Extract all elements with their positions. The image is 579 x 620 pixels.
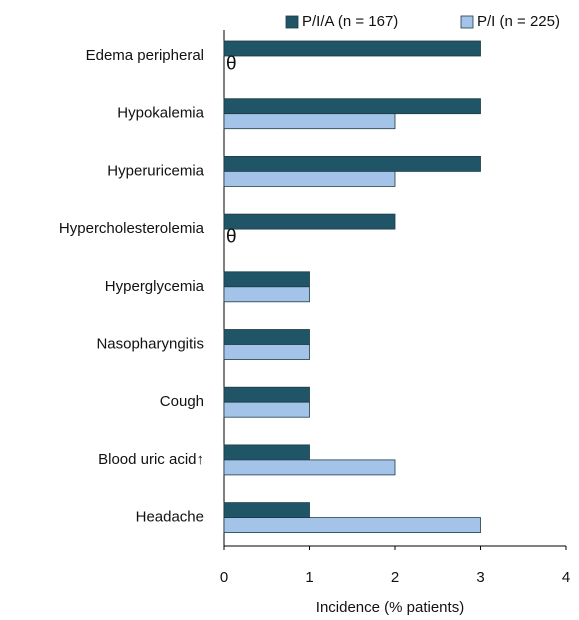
legend-swatch [460,15,474,29]
y-tick-label: Hypokalemia [117,105,204,122]
legend-label: P/I (n = 225) [477,13,560,30]
bar [223,459,396,476]
y-tick-label: Nasopharyngitis [96,335,204,352]
bar [223,286,310,303]
x-tick-label: 2 [391,569,399,586]
bar [223,517,481,533]
bar [223,213,396,230]
bar [223,40,481,57]
value-label: θ [226,54,237,75]
bar [223,401,310,418]
bar [223,344,310,360]
bar [223,113,396,130]
y-tick-label: Edema peripheral [86,47,204,64]
bar [223,155,481,172]
x-tick-label: 4 [562,569,570,586]
bar [223,98,481,115]
y-tick-label: Hyperglycemia [105,278,205,295]
y-tick-label: Hyperuricemia [107,162,204,179]
x-tick-label: 0 [220,569,228,586]
x-axis-label: Incidence (% patients) [316,599,464,616]
y-tick-label: Headache [136,509,204,526]
x-tick-label: 3 [476,569,484,586]
bar [223,329,310,345]
bar [223,271,310,288]
legend-swatch [285,15,299,29]
bar [223,444,310,461]
bar [223,502,310,519]
bar [223,386,310,403]
y-tick-label: Hypercholesterolemia [59,220,205,237]
bar [223,170,396,187]
y-tick-label: Cough [160,393,204,410]
legend-label: P/I/A (n = 167) [302,13,398,30]
x-tick-label: 1 [305,569,313,586]
value-label: θ [226,227,237,248]
y-tick-label: Blood uric acid↑ [98,451,204,468]
